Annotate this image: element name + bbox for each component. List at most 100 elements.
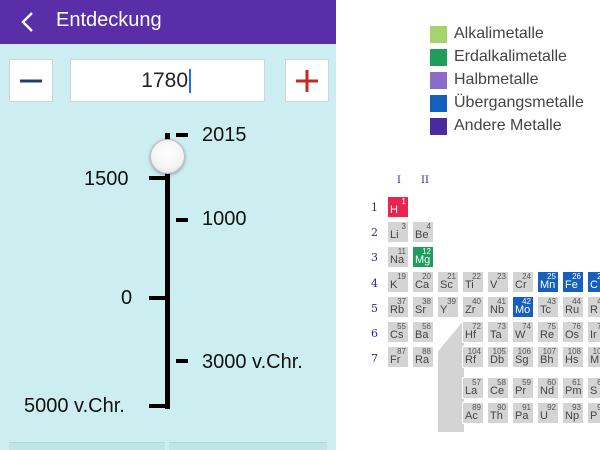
element-symbol: W — [515, 329, 526, 341]
element-symbol: R — [590, 304, 598, 316]
legend-item: Erdalkalimetalle — [430, 48, 567, 66]
element-cell-pa[interactable]: 91 Pa — [512, 402, 534, 424]
element-cell-mg[interactable]: 12 Mg — [412, 246, 434, 268]
element-cell-mn[interactable]: 25 Mn — [537, 271, 559, 293]
element-symbol: Ru — [565, 304, 580, 316]
element-cell-re[interactable]: 75 Re — [537, 321, 559, 343]
period-label: 4 — [371, 277, 378, 290]
element-symbol: Sr — [415, 304, 426, 316]
element-cell-ru[interactable]: 44 Ru — [562, 296, 584, 318]
element-cell-os[interactable]: 76 Os — [562, 321, 584, 343]
element-number: 104 — [467, 347, 481, 356]
element-cell-ce[interactable]: 58 Ce — [487, 377, 509, 399]
element-cell-sg[interactable]: 106 Sg — [512, 346, 534, 368]
period-label: 6 — [371, 327, 378, 340]
tick-1000 — [176, 218, 188, 222]
element-cell-na[interactable]: 11 Na — [387, 246, 409, 268]
element-cell-hf[interactable]: 72 Hf — [462, 321, 484, 343]
element-number: 45 — [597, 297, 600, 306]
element-number: 12 — [422, 247, 431, 256]
element-number: 87 — [397, 347, 406, 356]
element-cell-th[interactable]: 90 Th — [487, 402, 509, 424]
element-cell-y[interactable]: 39 Y — [437, 296, 459, 318]
element-number: 37 — [397, 297, 406, 306]
element-cell-s[interactable]: 62S — [587, 377, 600, 399]
element-cell-ir[interactable]: 77Ir — [587, 321, 600, 343]
element-cell-be[interactable]: 4 Be — [412, 221, 434, 243]
element-symbol: Cs — [390, 329, 404, 341]
element-cell-ta[interactable]: 73 Ta — [487, 321, 509, 343]
slider-thumb[interactable] — [150, 139, 185, 174]
element-cell-la[interactable]: 57 La — [462, 377, 484, 399]
element-cell-ra[interactable]: 88 Ra — [412, 346, 434, 368]
element-cell-nd[interactable]: 60 Nd — [537, 377, 559, 399]
year-input[interactable]: 1780 — [70, 59, 265, 102]
period-label: 7 — [371, 352, 378, 365]
back-arrow-icon — [21, 12, 33, 32]
element-cell-rf[interactable]: 104 Rf — [462, 346, 484, 368]
element-cell-v[interactable]: 23 V — [487, 271, 509, 293]
element-cell-bh[interactable]: 107 Bh — [537, 346, 559, 368]
element-symbol: Na — [390, 254, 405, 266]
decrement-button[interactable] — [9, 59, 53, 102]
element-cell-nb[interactable]: 41 Nb — [487, 296, 509, 318]
element-number: 75 — [547, 322, 556, 331]
element-symbol: Ra — [415, 354, 430, 366]
element-cell-sc[interactable]: 21 Sc — [437, 271, 459, 293]
element-cell-np[interactable]: 93 Np — [562, 402, 584, 424]
element-cell-c[interactable]: 27C — [587, 271, 600, 293]
bottom-tab-right[interactable] — [169, 442, 327, 450]
element-cell-cr[interactable]: 24 Cr — [512, 271, 534, 293]
element-number: 43 — [547, 297, 556, 306]
element-cell-w[interactable]: 74 W — [512, 321, 534, 343]
element-cell-ac[interactable]: 89 Ac — [462, 402, 484, 424]
bottom-tabs — [9, 442, 327, 450]
element-number: 11 — [397, 247, 406, 256]
element-cell-k[interactable]: 19 K — [387, 271, 409, 293]
increment-button[interactable] — [285, 59, 329, 102]
element-symbol: Ta — [490, 329, 502, 341]
minus-icon — [20, 79, 42, 82]
element-symbol: K — [390, 279, 398, 291]
element-cell-p[interactable]: 94P — [587, 402, 600, 424]
element-cell-cs[interactable]: 55 Cs — [387, 321, 409, 343]
period-label: 5 — [371, 302, 378, 315]
element-number: 57 — [472, 378, 481, 387]
element-cell-m[interactable]: 109M — [587, 346, 600, 368]
element-cell-hs[interactable]: 108 Hs — [562, 346, 584, 368]
lanthanide-connector — [438, 320, 464, 432]
element-cell-ba[interactable]: 56 Ba — [412, 321, 434, 343]
element-symbol: Mo — [515, 304, 531, 316]
element-cell-li[interactable]: 3 Li — [387, 221, 409, 243]
element-cell-db[interactable]: 105 Db — [487, 346, 509, 368]
element-symbol: Re — [540, 329, 555, 341]
bottom-tab-left[interactable] — [9, 442, 165, 450]
tick-5000bc — [149, 404, 165, 408]
timeline-label-2015: 2015 — [202, 124, 247, 146]
element-cell-mo[interactable]: 42 Mo — [512, 296, 534, 318]
element-cell-u[interactable]: 92 U — [537, 402, 559, 424]
element-cell-pm[interactable]: 61 Pm — [562, 377, 584, 399]
element-symbol: Hf — [465, 329, 476, 341]
element-cell-sr[interactable]: 38 Sr — [412, 296, 434, 318]
element-cell-zr[interactable]: 40 Zr — [462, 296, 484, 318]
element-number: 60 — [547, 378, 556, 387]
back-button[interactable] — [14, 8, 40, 36]
element-cell-fr[interactable]: 87 Fr — [387, 346, 409, 368]
element-symbol: Pr — [515, 385, 526, 397]
element-symbol: Mg — [415, 254, 431, 266]
element-cell-ca[interactable]: 20 Ca — [412, 271, 434, 293]
element-cell-tc[interactable]: 43 Tc — [537, 296, 559, 318]
element-cell-fe[interactable]: 26 Fe — [562, 271, 584, 293]
element-cell-ti[interactable]: 22 Ti — [462, 271, 484, 293]
element-number: 62 — [597, 378, 600, 387]
element-number: 109 — [592, 347, 600, 356]
element-symbol: Db — [490, 354, 505, 366]
element-symbol: Ti — [465, 279, 474, 291]
legend-label: Andere Metalle — [454, 117, 562, 134]
element-cell-r[interactable]: 45R — [587, 296, 600, 318]
element-cell-pr[interactable]: 59 Pr — [512, 377, 534, 399]
element-cell-rb[interactable]: 37 Rb — [387, 296, 409, 318]
element-number: 55 — [397, 322, 406, 331]
